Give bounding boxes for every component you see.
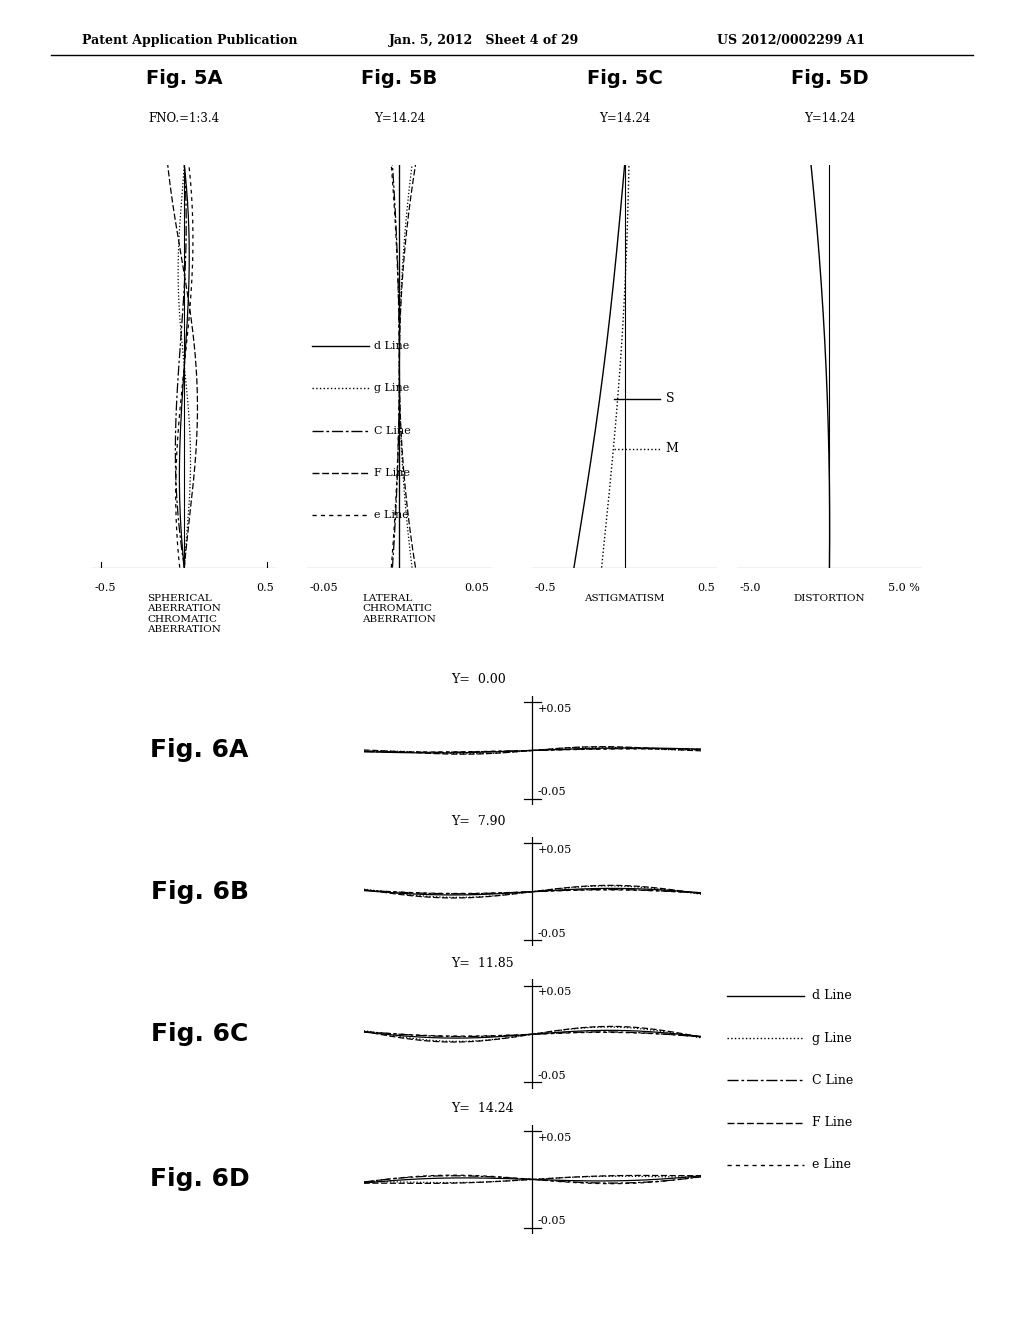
Text: Y=  11.85: Y= 11.85 [452, 957, 514, 970]
Text: 0.5: 0.5 [257, 583, 274, 594]
Text: 0.5: 0.5 [697, 583, 715, 594]
Text: C Line: C Line [374, 425, 411, 436]
Text: -5.0: -5.0 [739, 583, 761, 594]
Text: g Line: g Line [812, 1032, 852, 1044]
Text: Y=  0.00: Y= 0.00 [452, 673, 506, 686]
Text: d Line: d Line [374, 341, 409, 351]
Text: +0.05: +0.05 [538, 704, 571, 714]
Text: -0.05: -0.05 [309, 583, 338, 594]
Text: -0.5: -0.5 [94, 583, 116, 594]
Text: Y=  7.90: Y= 7.90 [452, 814, 506, 828]
Text: +0.05: +0.05 [538, 987, 571, 998]
Text: Fig. 5C: Fig. 5C [587, 70, 663, 88]
Text: F Line: F Line [812, 1117, 852, 1129]
Text: LATERAL
CHROMATIC
ABERRATION: LATERAL CHROMATIC ABERRATION [362, 594, 436, 624]
Text: Fig. 5A: Fig. 5A [146, 70, 222, 88]
Text: Y=14.24: Y=14.24 [804, 112, 855, 125]
Text: Patent Application Publication: Patent Application Publication [82, 34, 297, 48]
Text: DISTORTION: DISTORTION [794, 594, 865, 603]
Text: +0.05: +0.05 [538, 845, 571, 855]
Text: Y=14.24: Y=14.24 [599, 112, 650, 125]
Text: S: S [666, 392, 674, 405]
Text: Fig. 6C: Fig. 6C [151, 1022, 249, 1047]
Text: g Line: g Line [374, 383, 409, 393]
Text: 0.05: 0.05 [465, 583, 489, 594]
Text: -0.05: -0.05 [538, 928, 566, 939]
Text: -0.5: -0.5 [535, 583, 556, 594]
Text: -0.05: -0.05 [538, 787, 566, 797]
Text: FNO.=1:3.4: FNO.=1:3.4 [148, 112, 220, 125]
Text: -0.05: -0.05 [538, 1071, 566, 1081]
Text: Jan. 5, 2012   Sheet 4 of 29: Jan. 5, 2012 Sheet 4 of 29 [389, 34, 580, 48]
Text: US 2012/0002299 A1: US 2012/0002299 A1 [717, 34, 865, 48]
Text: Y=14.24: Y=14.24 [374, 112, 425, 125]
Text: +0.05: +0.05 [538, 1133, 571, 1143]
Text: F Line: F Line [374, 467, 410, 478]
Text: SPHERICAL
ABERRATION
CHROMATIC
ABERRATION: SPHERICAL ABERRATION CHROMATIC ABERRATIO… [147, 594, 221, 634]
Text: Fig. 6B: Fig. 6B [151, 879, 249, 904]
Text: Fig. 6A: Fig. 6A [151, 738, 249, 763]
Text: Y=  14.24: Y= 14.24 [452, 1102, 514, 1115]
Text: M: M [666, 442, 679, 455]
Text: Fig. 5B: Fig. 5B [361, 70, 437, 88]
Text: C Line: C Line [812, 1074, 853, 1086]
Text: -0.05: -0.05 [538, 1216, 566, 1226]
Text: Fig. 6D: Fig. 6D [150, 1167, 250, 1192]
Text: e Line: e Line [812, 1159, 851, 1171]
Text: 5.0 %: 5.0 % [888, 583, 920, 594]
Text: e Line: e Line [374, 510, 409, 520]
Text: Fig. 5D: Fig. 5D [791, 70, 868, 88]
Text: d Line: d Line [812, 990, 852, 1002]
Text: ASTIGMATISM: ASTIGMATISM [585, 594, 665, 603]
